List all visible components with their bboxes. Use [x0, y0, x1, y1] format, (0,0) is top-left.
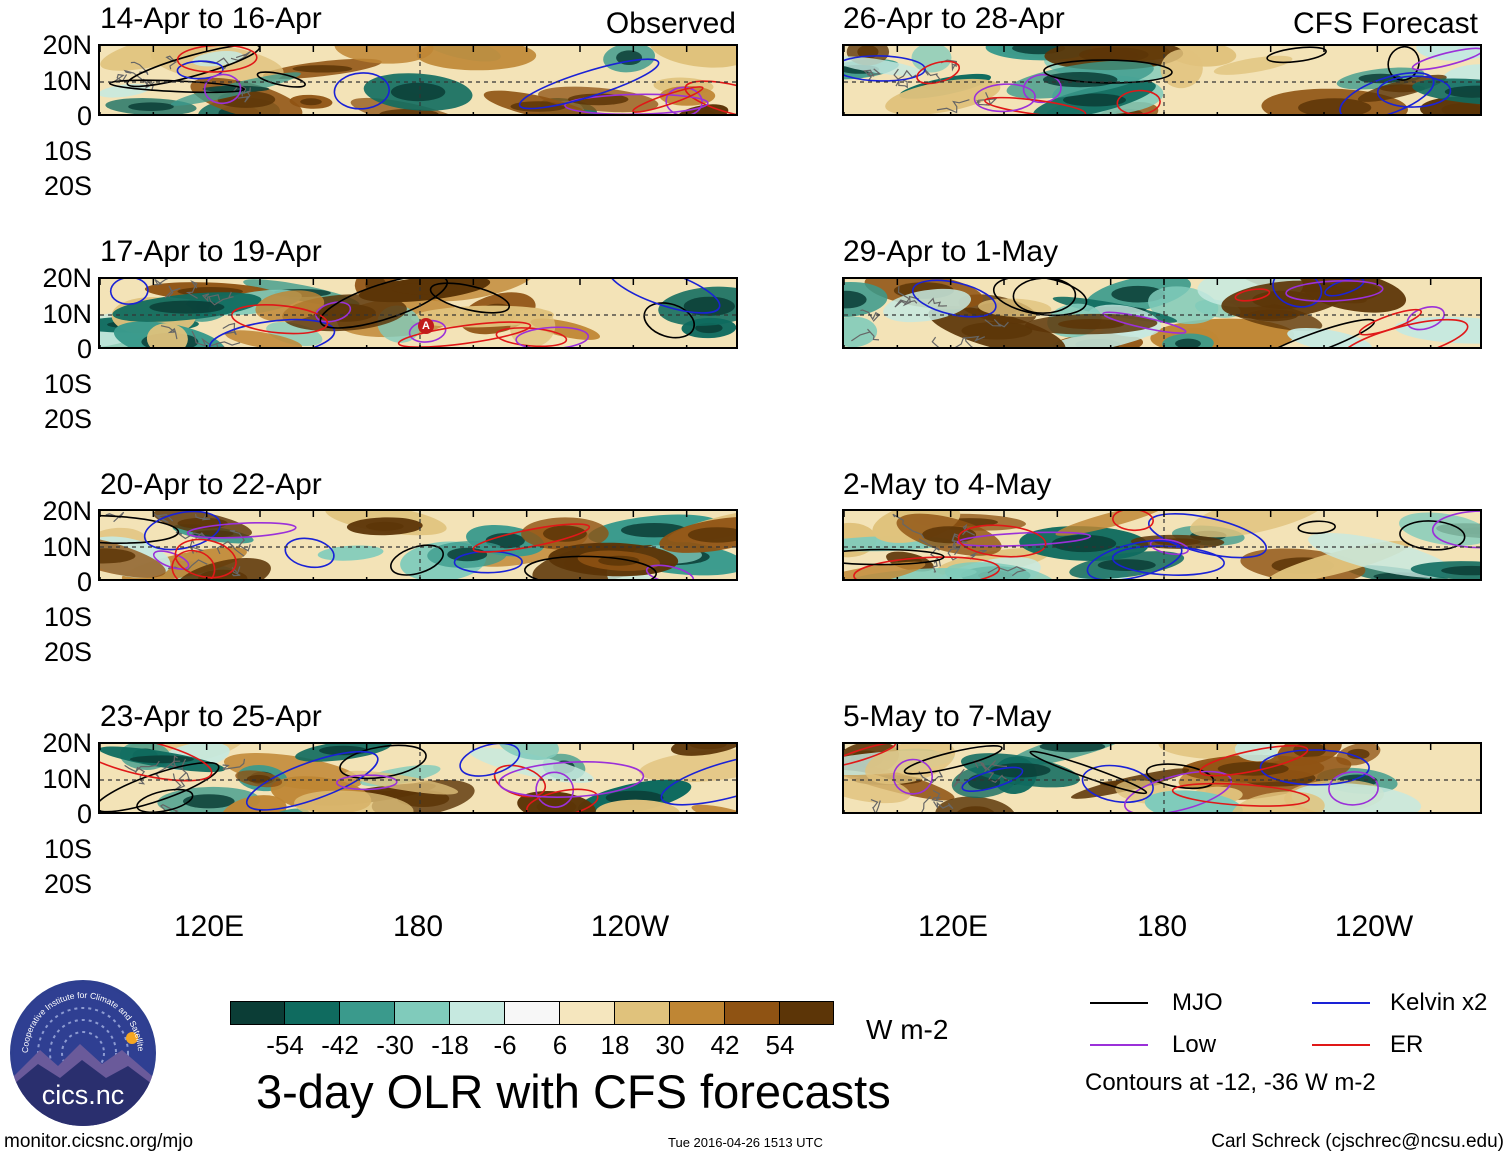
- colorbar-box: [724, 1001, 780, 1025]
- colorbar-label: -6: [493, 1030, 517, 1060]
- lat-label: 20S: [43, 171, 92, 201]
- lat-label: 10S: [43, 602, 92, 632]
- colorbar-box: [669, 1001, 725, 1025]
- lat-label: 0: [76, 799, 92, 829]
- map-panel-forecast-1: [842, 44, 1482, 116]
- lon-label: 120E: [917, 910, 989, 943]
- lat-label: 20N: [42, 728, 92, 758]
- panel-title-right-4: 5-May to 7-May: [843, 700, 1052, 733]
- footer-author: Carl Schreck (cjschrec@ncsu.edu): [1211, 1131, 1504, 1152]
- lat-label: 10S: [43, 136, 92, 166]
- lon-label: 120W: [590, 910, 670, 943]
- map-panel-forecast-4: [842, 742, 1482, 814]
- cics-logo: Cooperative Institute for Climate and Sa…: [10, 980, 156, 1126]
- lon-label: 120E: [173, 910, 245, 943]
- lon-label: 120W: [1334, 910, 1414, 943]
- map-panel-observed-4: [98, 742, 738, 814]
- legend-label-kelvin: Kelvin x2: [1390, 989, 1488, 1016]
- panel-title-left-4: 23-Apr to 25-Apr: [100, 700, 322, 733]
- legend-label-er: ER: [1390, 1031, 1424, 1058]
- colorbar-box: [559, 1001, 615, 1025]
- colorbar-label: 18: [600, 1030, 630, 1060]
- logo-text: cics.nc: [42, 1080, 125, 1110]
- colorbar-label: -42: [321, 1030, 359, 1060]
- map-panel-forecast-2: [842, 277, 1482, 349]
- colorbar-box: [504, 1001, 560, 1025]
- cfs-forecast-label: CFS Forecast: [1292, 7, 1478, 40]
- legend-line-er: [1312, 1044, 1370, 1046]
- lat-label: 20N: [42, 263, 92, 293]
- colorbar-box: [779, 1001, 834, 1025]
- panel-title-right-3: 2-May to 4-May: [843, 468, 1052, 501]
- legend-label-mjo: MJO: [1172, 989, 1223, 1016]
- panel-title-right-1: 26-Apr to 28-Apr: [843, 2, 1065, 35]
- lat-label: 10S: [43, 369, 92, 399]
- lat-label: 0: [76, 567, 92, 597]
- lat-label: 0: [76, 334, 92, 364]
- lon-label: 180: [1136, 910, 1188, 943]
- colorbar-box: [284, 1001, 340, 1025]
- map-panel-forecast-3: [842, 509, 1482, 581]
- colorbar-box: [230, 1001, 285, 1025]
- colorbar-box: [614, 1001, 670, 1025]
- legend-line-mjo: [1090, 1002, 1148, 1004]
- logo-graphic: Cooperative Institute for Climate and Sa…: [10, 980, 153, 1126]
- legend-note: Contours at -12, -36 W m-2: [1085, 1069, 1376, 1096]
- lat-label: 20N: [42, 30, 92, 60]
- lat-label: 10N: [42, 764, 92, 794]
- legend-label-low: Low: [1172, 1031, 1217, 1058]
- colorbar-box: [394, 1001, 450, 1025]
- colorbar-label: -18: [431, 1030, 469, 1060]
- legend-line-kelvin: [1312, 1002, 1370, 1004]
- panel-title-right-2: 29-Apr to 1-May: [843, 235, 1059, 268]
- map-panel-observed-3: A: [98, 509, 738, 581]
- colorbar-label: -54: [266, 1030, 304, 1060]
- colorbar-label: 30: [655, 1030, 685, 1060]
- footer-url: monitor.cicsnc.org/mjo: [4, 1131, 194, 1152]
- colorbar-box: [449, 1001, 505, 1025]
- marker-a: A: [418, 318, 434, 334]
- main-title: 3-day OLR with CFS forecasts: [256, 1065, 891, 1118]
- lat-label: 10N: [42, 299, 92, 329]
- lat-label: 10S: [43, 834, 92, 864]
- colorbar-label: 54: [765, 1030, 795, 1060]
- lon-label: 180: [392, 910, 444, 943]
- panel-title-left-3: 20-Apr to 22-Apr: [100, 468, 322, 501]
- lat-label: 20N: [42, 496, 92, 526]
- map-panel-observed-1: [98, 44, 738, 116]
- colorbar-box: [339, 1001, 395, 1025]
- lat-label: 10N: [42, 66, 92, 96]
- observed-label: Observed: [605, 7, 736, 40]
- lat-label: 20S: [43, 404, 92, 434]
- lat-label: 20S: [43, 869, 92, 899]
- units-label: W m-2: [866, 1014, 949, 1045]
- lat-label: 20S: [43, 637, 92, 667]
- colorbar-label: 6: [552, 1030, 568, 1060]
- lat-label: 0: [76, 101, 92, 131]
- map-panel-observed-2: A: [98, 277, 738, 349]
- panel-title-left-1: 14-Apr to 16-Apr: [100, 2, 322, 35]
- legend-line-low: [1090, 1044, 1148, 1046]
- colorbar-label: 42: [710, 1030, 740, 1060]
- panel-title-left-2: 17-Apr to 19-Apr: [100, 235, 322, 268]
- colorbar-label: -30: [376, 1030, 414, 1060]
- footer-timestamp: Tue 2016-04-26 1513 UTC: [668, 1135, 823, 1150]
- lat-label: 10N: [42, 532, 92, 562]
